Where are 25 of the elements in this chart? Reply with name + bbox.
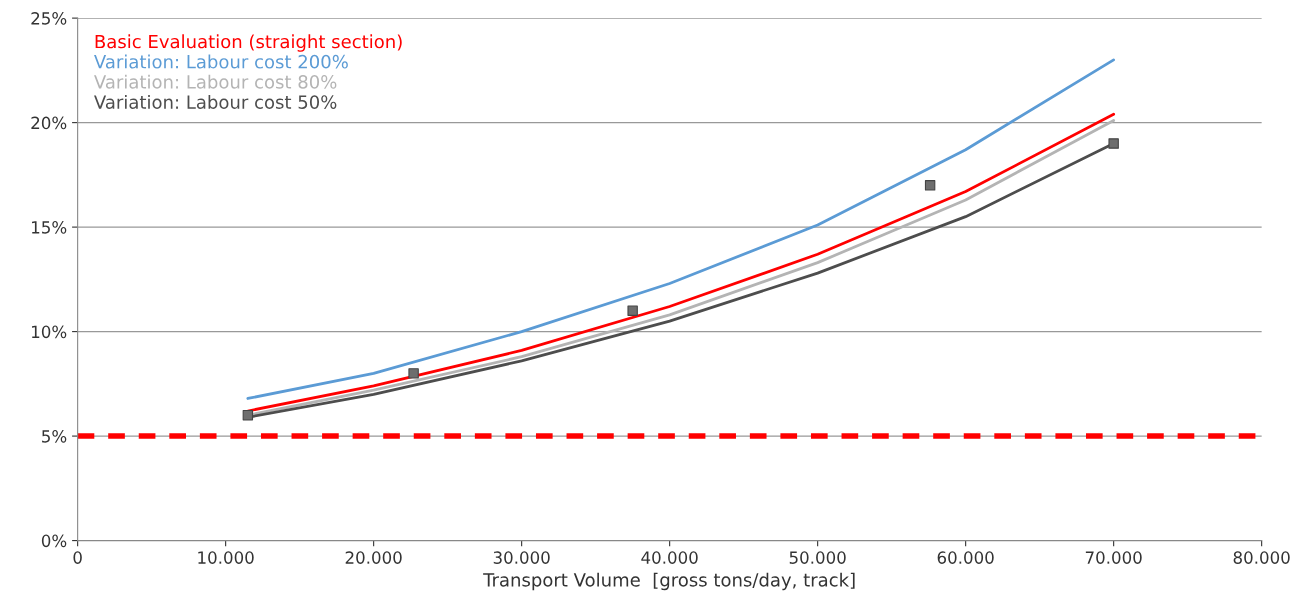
- y-tick-label: 25%: [31, 12, 67, 25]
- x-tick-label: 70.000: [1085, 551, 1142, 564]
- text: Variation: Labour cost 200%: [94, 54, 348, 69]
- x-tick-label: 40.000: [641, 551, 698, 564]
- text: Basic Evaluation (straight section): [95, 34, 402, 52]
- y-tick-label: 20%: [31, 116, 67, 130]
- text: Variation: Labour cost 50%: [94, 94, 337, 109]
- point: [242, 409, 254, 421]
- y-tick-label: 15%: [32, 221, 67, 234]
- x-tick-label: 0: [73, 551, 82, 564]
- text: Variation: Labour cost 80%: [94, 74, 337, 89]
- x-tick-label: 60.000: [937, 551, 994, 564]
- x-tick-label: 80.000: [1233, 551, 1290, 564]
- y-tick-label: 10%: [32, 325, 67, 339]
- x-tick-label: 10.000: [198, 551, 254, 564]
- point: [627, 305, 638, 316]
- x-tick-label: 20.000: [345, 551, 402, 564]
- y-tick-label: 0%: [41, 534, 67, 548]
- x-tick-label: 50.000: [789, 551, 846, 564]
- point: [408, 368, 419, 379]
- point: [1108, 138, 1119, 149]
- point: [924, 180, 936, 191]
- y-tick-label: 5%: [42, 430, 67, 443]
- x-tick-label: 30.000: [493, 551, 550, 564]
- x-axis-title: Transport Volume [gross tons/day, track]: [483, 572, 855, 591]
